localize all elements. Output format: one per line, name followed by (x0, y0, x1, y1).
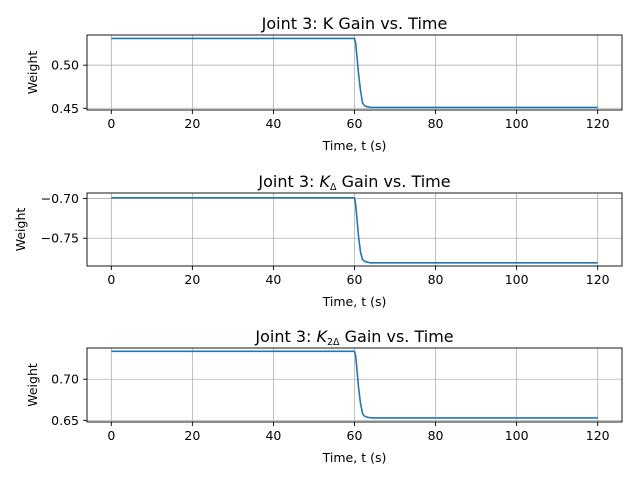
x-tick-label: 80 (428, 116, 444, 131)
x-tick-label: 60 (347, 272, 363, 287)
subplot-2: 0 20 40 60 80 100 120 −0.70 −0.75 Joint 3: KΔ Gai… (13, 172, 623, 309)
x-tick-label: 120 (586, 428, 610, 443)
x-tick-label: 40 (265, 428, 281, 443)
x-tick-label: 20 (184, 428, 200, 443)
x-tick-label: 100 (505, 116, 529, 131)
y-axis-label: Weight (25, 51, 40, 95)
x-tick-label: 120 (586, 116, 610, 131)
x-axis-label: Time, t (s) (322, 450, 387, 465)
title-symbol: K (316, 327, 328, 346)
chart-title: Joint 3: K Gain vs. Time (261, 14, 448, 33)
x-tick-label: 100 (505, 272, 529, 287)
y-axis-label: Weight (25, 363, 40, 407)
x-tick-label: 40 (265, 116, 281, 131)
x-tick-label: 80 (428, 428, 444, 443)
x-tick-label: 20 (184, 272, 200, 287)
y-tick-label: 0.45 (51, 101, 79, 116)
y-axis-label: Weight (13, 208, 28, 252)
title-subscript: 2Δ (327, 337, 340, 348)
x-tick-label: 100 (505, 428, 529, 443)
title-text: Gain vs. Time (340, 327, 454, 346)
subplot-3: 0 20 40 60 80 100 120 0.65 0.70 Joint 3: K2Δ Gain… (25, 327, 623, 465)
chart-title: Joint 3: KΔ Gain vs. Time (257, 172, 450, 193)
x-tick-label: 80 (428, 272, 444, 287)
chart-title: Joint 3: K2Δ Gain vs. Time (254, 327, 453, 348)
title-text: Joint 3: (257, 172, 319, 191)
subplot-1: 0 20 40 60 80 100 120 0.45 0.50 Joint 3: K Gain v… (25, 14, 623, 153)
title-text: Joint 3: (254, 327, 316, 346)
x-tick-label: 20 (184, 116, 200, 131)
title-symbol: K (320, 172, 332, 191)
title-text: Gain vs. Time (337, 172, 451, 191)
x-tick-label: 60 (347, 116, 363, 131)
x-tick-label: 120 (586, 272, 610, 287)
title-subscript: Δ (330, 182, 337, 193)
x-tick-label: 60 (347, 428, 363, 443)
y-tick-label: 0.70 (51, 372, 79, 387)
x-axis-label: Time, t (s) (322, 138, 387, 153)
y-tick-label: −0.75 (41, 231, 79, 246)
x-tick-label: 0 (107, 272, 115, 287)
series-line-1 (111, 196, 598, 264)
x-tick-label: 0 (107, 428, 115, 443)
series-line-1 (111, 37, 598, 109)
y-tick-label: 0.50 (51, 58, 79, 73)
x-tick-label: 40 (265, 272, 281, 287)
x-axis-label: Time, t (s) (322, 294, 387, 309)
x-tick-label: 0 (107, 116, 115, 131)
y-tick-label: −0.70 (41, 191, 79, 206)
y-tick-label: 0.65 (51, 413, 79, 428)
series-line-1 (111, 350, 598, 419)
